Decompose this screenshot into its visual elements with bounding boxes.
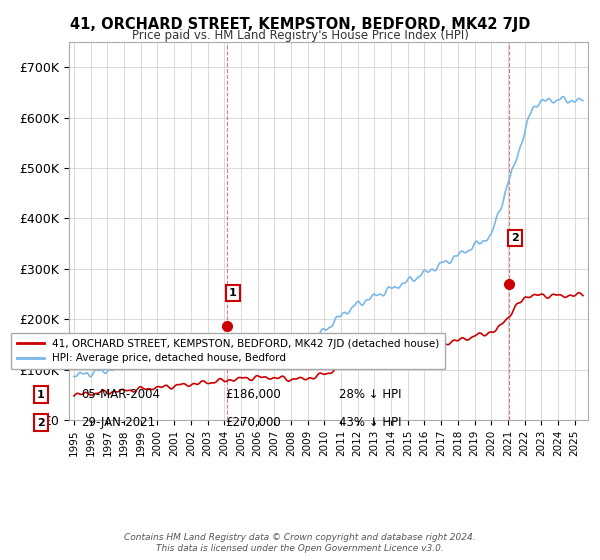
Text: £270,000: £270,000 (225, 416, 281, 430)
Text: 1: 1 (229, 288, 236, 298)
Text: 41, ORCHARD STREET, KEMPSTON, BEDFORD, MK42 7JD: 41, ORCHARD STREET, KEMPSTON, BEDFORD, M… (70, 17, 530, 32)
Text: 2: 2 (511, 233, 518, 243)
Legend: 41, ORCHARD STREET, KEMPSTON, BEDFORD, MK42 7JD (detached house), HPI: Average p: 41, ORCHARD STREET, KEMPSTON, BEDFORD, M… (11, 333, 445, 370)
Text: 05-MAR-2004: 05-MAR-2004 (81, 388, 160, 402)
Text: 2: 2 (37, 418, 44, 428)
Text: 28% ↓ HPI: 28% ↓ HPI (339, 388, 401, 402)
Text: Contains HM Land Registry data © Crown copyright and database right 2024.
This d: Contains HM Land Registry data © Crown c… (124, 533, 476, 553)
Text: 29-JAN-2021: 29-JAN-2021 (81, 416, 155, 430)
Text: 43% ↓ HPI: 43% ↓ HPI (339, 416, 401, 430)
Text: Price paid vs. HM Land Registry's House Price Index (HPI): Price paid vs. HM Land Registry's House … (131, 29, 469, 42)
Text: £186,000: £186,000 (225, 388, 281, 402)
Text: 1: 1 (37, 390, 44, 400)
